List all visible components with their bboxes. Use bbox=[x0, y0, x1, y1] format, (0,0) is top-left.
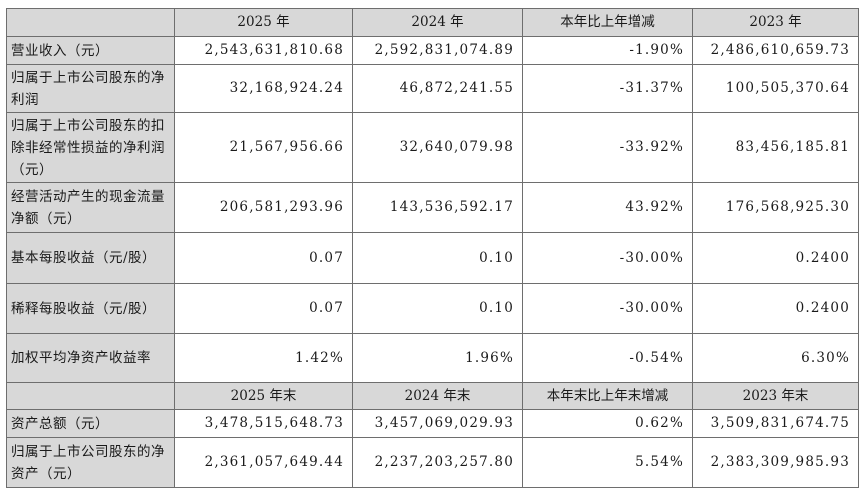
value-cell: 32,168,924.24 bbox=[174, 64, 353, 113]
change-cell: -31.37% bbox=[522, 64, 693, 113]
value-cell: 3,457,069,029.93 bbox=[352, 409, 523, 438]
value-cell: 3,509,831,674.75 bbox=[692, 409, 859, 438]
header-cell: 2024 年 bbox=[352, 8, 523, 37]
row-label: 营业收入（元） bbox=[6, 36, 175, 65]
value-cell: 2,237,203,257.80 bbox=[352, 437, 523, 488]
header-cell: 本年比上年增减 bbox=[522, 8, 693, 37]
change-cell: -1.90% bbox=[522, 36, 693, 65]
row-label: 加权平均净资产收益率 bbox=[6, 333, 175, 383]
value-cell: 143,536,592.17 bbox=[352, 182, 523, 233]
change-cell: 5.54% bbox=[522, 437, 693, 488]
table-row: 归属于上市公司股东的净资产（元） 2,361,057,649.44 2,237,… bbox=[6, 437, 859, 488]
value-cell: 6.30% bbox=[692, 333, 859, 383]
value-cell: 46,872,241.55 bbox=[352, 64, 523, 113]
header-cell: 2023 年末 bbox=[692, 382, 859, 410]
table-row: 归属于上市公司股东的扣除非经常性损益的净利润（元） 21,567,956.66 … bbox=[6, 112, 859, 183]
header-corner-cell bbox=[6, 8, 175, 37]
header-cell: 2025 年末 bbox=[174, 382, 353, 410]
table-row: 加权平均净资产收益率 1.42% 1.96% -0.54% 6.30% bbox=[6, 333, 859, 383]
table-row: 归属于上市公司股东的净利润 32,168,924.24 46,872,241.5… bbox=[6, 64, 859, 113]
row-label: 经营活动产生的现金流量净额（元） bbox=[6, 182, 175, 233]
value-cell: 0.07 bbox=[174, 283, 353, 334]
value-cell: 2,486,610,659.73 bbox=[692, 36, 859, 65]
header-cell: 本年末比上年末增减 bbox=[522, 382, 693, 410]
value-cell: 176,568,925.30 bbox=[692, 182, 859, 233]
value-cell: 0.10 bbox=[352, 232, 523, 284]
change-cell: 0.62% bbox=[522, 409, 693, 438]
key-financial-indicators-table: 2025 年 2024 年 本年比上年增减 2023 年 营业收入（元） 2,5… bbox=[6, 8, 859, 488]
value-cell: 0.2400 bbox=[692, 232, 859, 284]
row-label: 归属于上市公司股东的净利润 bbox=[6, 64, 175, 113]
table-row: 稀释每股收益（元/股） 0.07 0.10 -30.00% 0.2400 bbox=[6, 283, 859, 334]
value-cell: 2,592,831,074.89 bbox=[352, 36, 523, 65]
row-label: 稀释每股收益（元/股） bbox=[6, 283, 175, 334]
value-cell: 2,361,057,649.44 bbox=[174, 437, 353, 488]
header-cell: 2025 年 bbox=[174, 8, 353, 37]
row-label: 资产总额（元） bbox=[6, 409, 175, 438]
value-cell: 1.96% bbox=[352, 333, 523, 383]
row-label: 基本每股收益（元/股） bbox=[6, 232, 175, 284]
value-cell: 0.10 bbox=[352, 283, 523, 334]
header-cell: 2023 年 bbox=[692, 8, 859, 37]
table-row: 资产总额（元） 3,478,515,648.73 3,457,069,029.9… bbox=[6, 409, 859, 438]
value-cell: 0.2400 bbox=[692, 283, 859, 334]
change-cell: -33.92% bbox=[522, 112, 693, 183]
value-cell: 21,567,956.66 bbox=[174, 112, 353, 183]
header-cell: 2024 年末 bbox=[352, 382, 523, 410]
change-cell: 43.92% bbox=[522, 182, 693, 233]
table-header-row-period-end: 2025 年末 2024 年末 本年末比上年末增减 2023 年末 bbox=[6, 382, 859, 410]
value-cell: 2,543,631,810.68 bbox=[174, 36, 353, 65]
value-cell: 100,505,370.64 bbox=[692, 64, 859, 113]
value-cell: 2,383,309,985.93 bbox=[692, 437, 859, 488]
value-cell: 83,456,185.81 bbox=[692, 112, 859, 183]
value-cell: 206,581,293.96 bbox=[174, 182, 353, 233]
table-header-row-period: 2025 年 2024 年 本年比上年增减 2023 年 bbox=[6, 8, 859, 37]
row-label: 归属于上市公司股东的扣除非经常性损益的净利润（元） bbox=[6, 112, 175, 183]
value-cell: 32,640,079.98 bbox=[352, 112, 523, 183]
value-cell: 3,478,515,648.73 bbox=[174, 409, 353, 438]
change-cell: -0.54% bbox=[522, 333, 693, 383]
row-label: 归属于上市公司股东的净资产（元） bbox=[6, 437, 175, 488]
table-row: 营业收入（元） 2,543,631,810.68 2,592,831,074.8… bbox=[6, 36, 859, 65]
header-corner-cell bbox=[6, 382, 175, 410]
change-cell: -30.00% bbox=[522, 232, 693, 284]
table-row: 基本每股收益（元/股） 0.07 0.10 -30.00% 0.2400 bbox=[6, 232, 859, 284]
value-cell: 0.07 bbox=[174, 232, 353, 284]
change-cell: -30.00% bbox=[522, 283, 693, 334]
table-row: 经营活动产生的现金流量净额（元） 206,581,293.96 143,536,… bbox=[6, 182, 859, 233]
value-cell: 1.42% bbox=[174, 333, 353, 383]
